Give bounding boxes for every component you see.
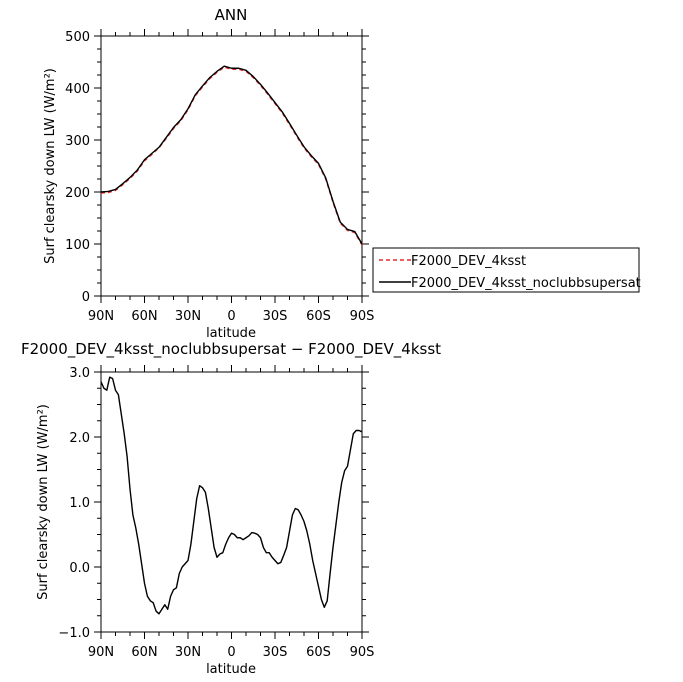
top-y-tick-label: 300 xyxy=(65,134,90,149)
top-x-tick-label: 30S xyxy=(263,309,288,324)
top-y-tick-label: 400 xyxy=(65,82,90,97)
top-x-tick-label: 0 xyxy=(227,309,235,324)
bottom-x-tick-label: 30S xyxy=(263,645,288,660)
bottom-chart-title: F2000_DEV_4ksst_noclubbsupersat − F2000_… xyxy=(21,340,441,359)
bottom-y-tick-label: 2.0 xyxy=(69,431,90,446)
top-x-tick-label: 30N xyxy=(175,309,201,324)
top-x-tick-label: 60N xyxy=(131,309,157,324)
top-chart-legend: F2000_DEV_4ksst F2000_DEV_4ksst_noclubbs… xyxy=(372,247,641,293)
bottom-x-tick-label: 90S xyxy=(350,645,375,660)
legend-label-2: F2000_DEV_4ksst_noclubbsupersat xyxy=(411,276,641,291)
top-chart-axes: 90N 60N 30N 0 30S 60S 90S 0 100 200 300 400 500 xyxy=(65,29,374,324)
bottom-chart-axes: 90N 60N 30N 0 30S 60S 90S −1.0 0.0 1.0 2.0 3.0 xyxy=(58,365,374,660)
bottom-x-tick-label: 0 xyxy=(227,645,235,660)
top-y-tick-label: 100 xyxy=(65,238,90,253)
bottom-chart-series xyxy=(100,376,363,615)
top-y-tick-label: 0 xyxy=(82,290,90,305)
top-x-tick-label: 90N xyxy=(88,309,114,324)
legend-label-1: F2000_DEV_4ksst xyxy=(411,254,526,269)
top-x-tick-label: 90S xyxy=(350,309,375,324)
bottom-y-tick-label: −1.0 xyxy=(58,626,90,641)
top-y-tick-label: 200 xyxy=(65,186,90,201)
top-series-line-1 xyxy=(100,66,363,246)
bottom-y-tick-label: 1.0 xyxy=(69,496,90,511)
bottom-chart-frame xyxy=(100,371,363,633)
bottom-chart-ylabel: Surf clearsky down LW (W/m²) xyxy=(36,404,51,600)
legend-box xyxy=(372,247,640,293)
top-chart-xlabel: latitude xyxy=(206,326,256,341)
top-series-line-2 xyxy=(100,65,363,245)
top-x-tick-label: 60S xyxy=(306,309,331,324)
bottom-x-tick-label: 60N xyxy=(131,645,157,660)
bottom-chart-xlabel: latitude xyxy=(206,662,256,677)
bottom-x-tick-label: 60S xyxy=(306,645,331,660)
top-chart-title: ANN xyxy=(215,6,248,24)
top-chart: ANN 90N 60N 30N 0 30S 60S 90S0100200300400500 … xyxy=(43,6,641,341)
bottom-y-tick-label: 0.0 xyxy=(69,561,90,576)
top-y-tick-label: 500 xyxy=(65,30,90,45)
bottom-series-line-1 xyxy=(100,376,363,615)
bottom-chart: F2000_DEV_4ksst_noclubbsupersat − F2000_… xyxy=(21,340,441,677)
bottom-y-tick-label: 3.0 xyxy=(69,366,90,381)
top-chart-series xyxy=(100,65,363,246)
bottom-x-tick-label: 90N xyxy=(88,645,114,660)
bottom-x-tick-label: 30N xyxy=(175,645,201,660)
top-chart-ylabel: Surf clearsky down LW (W/m²) xyxy=(43,68,58,264)
